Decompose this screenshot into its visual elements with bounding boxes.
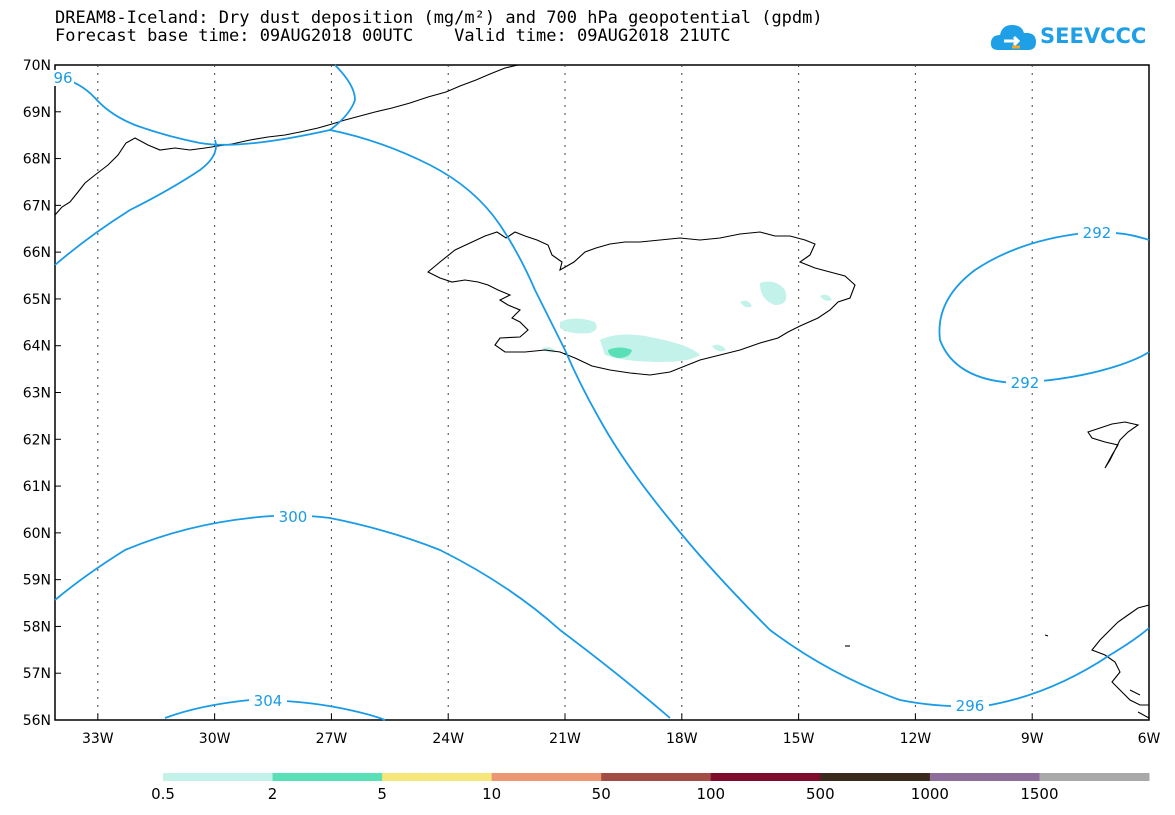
contour-label-bg <box>1078 224 1116 241</box>
latitude-labels: 70N 69N 68N 67N 66N 65N 64N 63N 62N 61N 60N 59N 58N 5… <box>23 58 51 729</box>
colorbar-segment <box>491 773 602 781</box>
contour-300 <box>54 514 671 719</box>
contour-label-292-bottom: 292 <box>1011 374 1040 392</box>
colorbar-segment <box>820 773 931 781</box>
longitude-label: 9W <box>1021 731 1044 747</box>
seevccc-logo: SEEVCCC <box>990 20 1146 56</box>
latitude-label: 62N <box>23 432 51 448</box>
colorbar-label: 100 <box>696 785 726 803</box>
colorbar-label: 2 <box>267 785 278 803</box>
dust-area <box>608 347 632 358</box>
iceland-coastline <box>427 231 856 376</box>
longitude-label: 18W <box>666 731 698 747</box>
contour-label-bg <box>274 508 312 525</box>
longitude-label: 27W <box>316 731 348 747</box>
colorbar-segment <box>163 773 274 781</box>
contour-label-bg <box>1006 374 1044 391</box>
chart-title: DREAM8-Iceland: Dry dust deposition (mg/… <box>55 8 823 28</box>
colorbar-label: 10 <box>482 785 502 803</box>
logo-text: SEEVCCC <box>1040 24 1147 48</box>
dust-area <box>615 336 628 342</box>
longitude-label: 12W <box>900 731 932 747</box>
island-dot <box>1044 634 1049 637</box>
longitude-label: 30W <box>199 731 231 747</box>
latitude-label: 65N <box>23 292 51 308</box>
latitude-label: 60N <box>23 526 51 542</box>
contour-296-greenland <box>54 139 217 266</box>
dust-area <box>820 294 832 301</box>
colorbar <box>163 773 1150 781</box>
dust-area <box>740 300 752 308</box>
latitude-label: 57N <box>23 666 51 682</box>
longitude-label: 6W <box>1138 731 1161 747</box>
dust-area <box>712 344 726 352</box>
longitude-label: 24W <box>432 731 464 747</box>
greenland-coastline <box>54 64 519 216</box>
colorbar-label: 50 <box>591 785 611 803</box>
longitude-labels: 33W 30W 27W 24W 21W 18W 15W 12W 9W 6W <box>82 731 1161 747</box>
chart-subtitle: Forecast base time: 09AUG2018 00UTC Vali… <box>55 26 731 46</box>
scotland-coastline <box>1091 604 1150 719</box>
contour-label-96: 96 <box>53 69 72 87</box>
contour-label-296: 296 <box>956 697 985 715</box>
latitude-label: 61N <box>23 479 51 495</box>
latitude-label: 64N <box>23 339 51 355</box>
longitude-label: 21W <box>549 731 581 747</box>
latitude-label: 66N <box>23 245 51 261</box>
colorbar-label: 5 <box>377 785 387 803</box>
contour-label-304: 304 <box>254 692 283 710</box>
contour-296-north <box>59 77 331 146</box>
colorbar-segment <box>710 773 821 781</box>
latitude-label: 63N <box>23 386 51 402</box>
colorbar-segment <box>1039 773 1150 781</box>
latitude-label: 59N <box>23 573 51 589</box>
cloud-icon <box>990 25 1036 50</box>
longitude-label: 15W <box>783 731 815 747</box>
coastlines <box>54 64 1150 719</box>
colorbar-label: 1500 <box>1020 785 1059 803</box>
contour-labels: 96 292 292 300 304 296 <box>52 69 1116 715</box>
contour-label-300: 300 <box>279 508 308 526</box>
latitude-label: 58N <box>23 619 51 635</box>
colorbar-label: 1000 <box>910 785 949 803</box>
contour-label-bg <box>249 692 287 709</box>
dust-area <box>560 318 597 334</box>
latitude-label: 69N <box>23 105 51 121</box>
dust-deposition-field <box>542 281 832 362</box>
colorbar-segment <box>929 773 1040 781</box>
contour-label-bg <box>951 697 989 714</box>
faroe-islands-coastline <box>1087 421 1140 469</box>
colorbar-label: 0.5 <box>151 785 175 803</box>
graticule <box>97 65 1033 720</box>
colorbar-label: 500 <box>806 785 835 803</box>
dust-area <box>760 281 787 305</box>
colorbar-segment <box>382 773 493 781</box>
latitude-label: 70N <box>23 58 51 74</box>
map-frame <box>54 64 1150 721</box>
latitude-label: 68N <box>23 152 51 168</box>
longitude-label: 33W <box>82 731 114 747</box>
contour-304 <box>164 699 386 721</box>
contour-label-292-top: 292 <box>1083 224 1112 242</box>
latitude-label: 67N <box>23 198 51 214</box>
colorbar-segment <box>601 773 712 781</box>
axis-ticks <box>55 64 1150 721</box>
latitude-label: 56N <box>23 713 51 729</box>
contour-label-bg <box>52 70 74 86</box>
colorbar-segment <box>272 773 383 781</box>
